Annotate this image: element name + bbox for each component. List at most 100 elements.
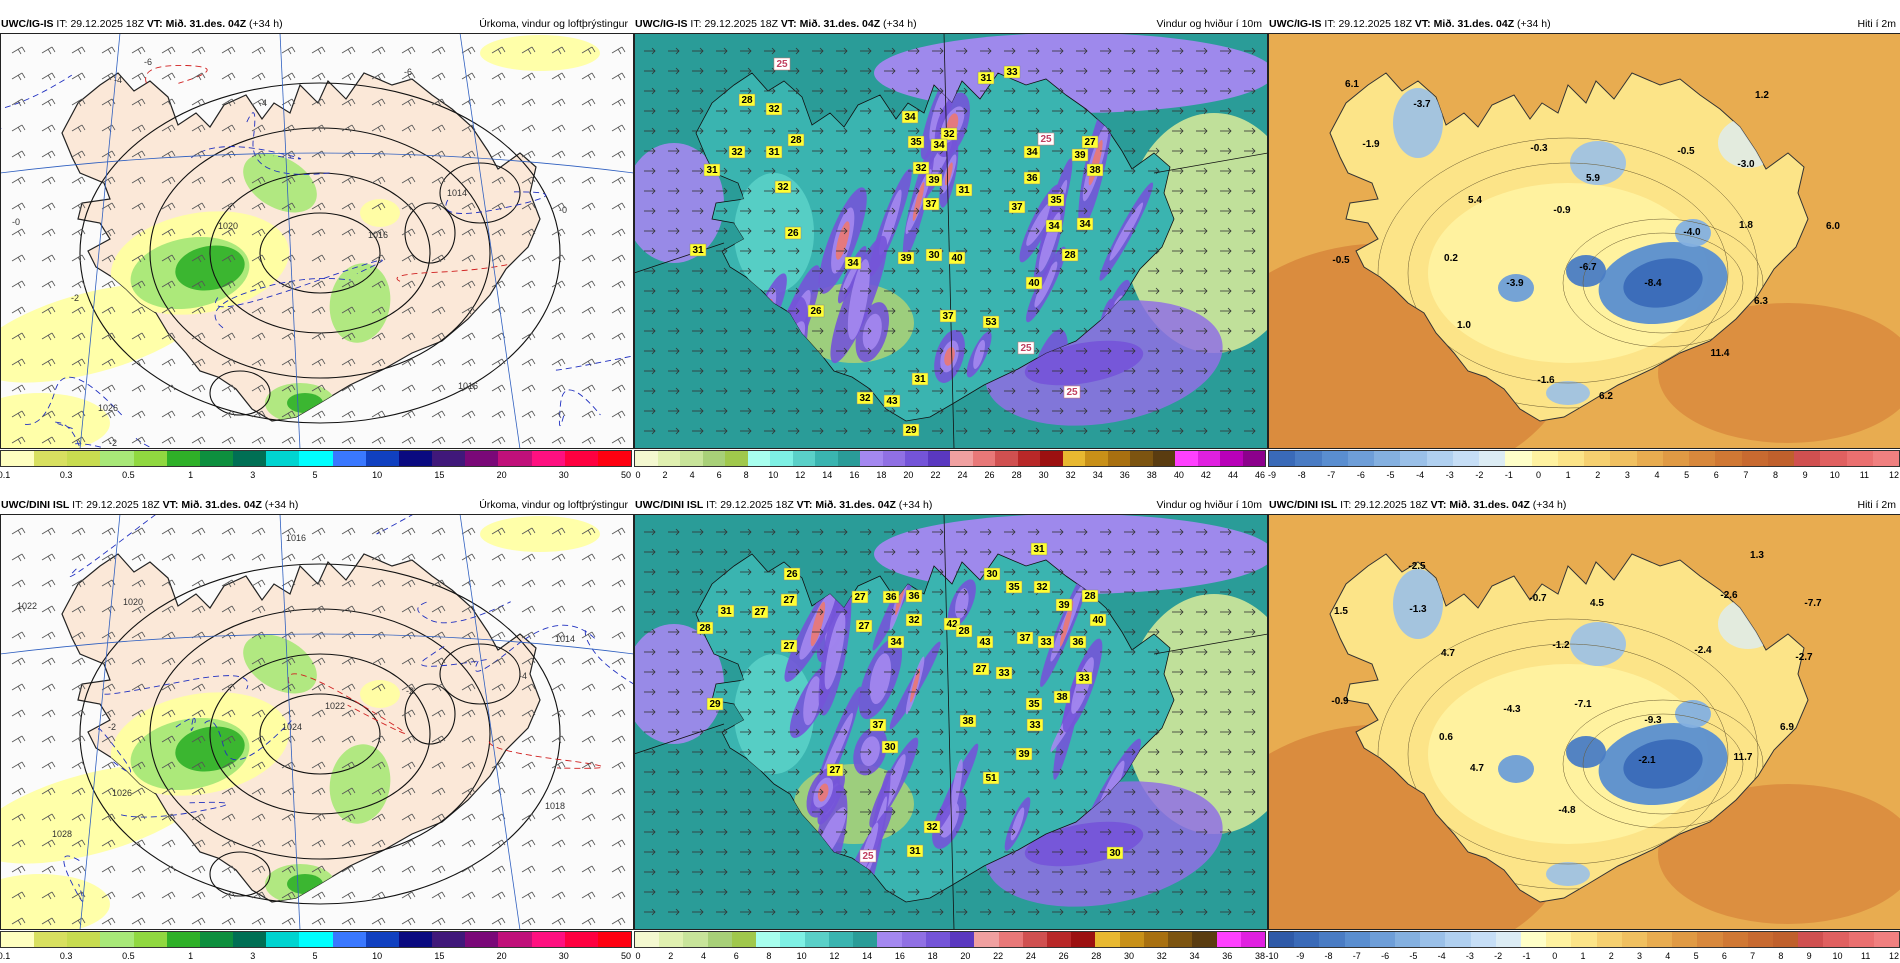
color-swatch xyxy=(1,932,35,947)
annotation-text: 31 xyxy=(980,73,992,84)
annotation-text: 38 xyxy=(1056,692,1068,703)
annotation-box xyxy=(780,593,798,607)
scale-tick-label: 18 xyxy=(876,470,887,480)
init-time-value: 29.12.2025 18Z xyxy=(86,499,160,511)
color-swatch xyxy=(432,932,466,947)
annotation-box xyxy=(925,173,943,187)
scale-tick-label: 10 xyxy=(796,951,807,961)
panel-header: UWC/IG-IS IT: 29.12.2025 18Z VT: Mið. 31… xyxy=(1268,16,1900,32)
annotation-text: 26 xyxy=(810,306,822,317)
value-annotation: 34 xyxy=(1023,145,1041,159)
color-swatch xyxy=(635,932,660,947)
value-annotation: 1026 xyxy=(98,403,118,413)
annotation-text: 51 xyxy=(985,773,997,784)
annotation-box xyxy=(703,163,721,177)
annotation-text: 30 xyxy=(928,250,940,261)
valid-time-label: VT: xyxy=(1430,499,1447,511)
scale-tick-label: 5 xyxy=(312,951,318,961)
color-swatch xyxy=(1636,451,1663,466)
color-swatch xyxy=(1395,932,1421,947)
color-swatch xyxy=(1470,932,1496,947)
valid-time-value: Mið. 31.des. 04Z xyxy=(181,499,262,511)
value-annotation: -0 xyxy=(559,205,567,215)
annotation-text: 25 xyxy=(1066,387,1078,398)
scale-tick-label: 10 xyxy=(372,951,383,961)
color-swatch xyxy=(974,932,999,947)
annotation-text: 0.6 xyxy=(1439,732,1453,743)
color-swatch xyxy=(1295,451,1322,466)
color-swatch xyxy=(498,932,532,947)
scale-tick-label: 28 xyxy=(1091,951,1102,961)
color-swatch xyxy=(1143,932,1169,947)
annotation-box xyxy=(1037,635,1055,649)
annotation-text: -1.6 xyxy=(1537,375,1555,386)
color-swatch xyxy=(564,451,598,466)
scale-tick-label: 9 xyxy=(1806,951,1812,961)
value-annotation: 39 xyxy=(925,173,943,187)
value-annotation: 36 xyxy=(882,590,900,604)
valid-time-label: VT: xyxy=(162,499,179,511)
color-swatch xyxy=(1168,932,1193,947)
color-swatch xyxy=(1426,451,1453,466)
color-swatch xyxy=(398,451,433,466)
scale-tick-label: -7 xyxy=(1327,470,1336,480)
annotation-text: 27 xyxy=(854,592,866,603)
value-annotation: 51 xyxy=(982,771,1000,785)
annotation-box xyxy=(859,849,877,863)
scale-tick-label: 22 xyxy=(930,470,941,480)
scale-tick-label: 8 xyxy=(1773,470,1779,480)
value-annotation: 1026 xyxy=(112,788,132,798)
value-annotation: -1.9 xyxy=(1362,139,1380,150)
scale-tick-label: 3 xyxy=(250,951,256,961)
scale-tick-label: 42 xyxy=(1200,470,1211,480)
annotation-box xyxy=(905,589,923,603)
value-annotation: 39 xyxy=(1055,598,1073,612)
init-time-label: IT: xyxy=(1340,499,1352,511)
value-annotation: 37 xyxy=(1016,631,1034,645)
value-annotation: 1016 xyxy=(458,381,478,391)
color-swatch xyxy=(707,932,732,947)
color-swatch xyxy=(657,451,680,466)
value-annotation: 11.7 xyxy=(1734,752,1753,763)
forecast-map: 31 33 28 32 34 32 28 27 35 34 34 39 32 31 38 31 32 39 36 32… xyxy=(634,33,1268,449)
annotation-text: 33 xyxy=(1078,673,1090,684)
annotation-text: 36 xyxy=(885,592,897,603)
annotation-text: 6.0 xyxy=(1826,221,1840,232)
color-swatch xyxy=(731,932,757,947)
annotation-text: 32 xyxy=(926,822,938,833)
color-swatch xyxy=(398,932,433,947)
scale-tick-label: 1 xyxy=(188,470,194,480)
annotation-text: 43 xyxy=(886,396,898,407)
scale-tick-label: 6 xyxy=(733,951,739,961)
annotation-box xyxy=(1075,671,1093,685)
scale-tick-label: 20 xyxy=(960,951,971,961)
scale-tick-label: 6 xyxy=(1713,470,1719,480)
value-annotation: -0.9 xyxy=(1331,696,1349,707)
scale-tick-label: 0 xyxy=(635,951,641,961)
color-swatch xyxy=(34,932,68,947)
color-swatch xyxy=(1495,932,1522,947)
annotation-box xyxy=(1033,580,1051,594)
color-scale-ticks: -9 -8 -7 -6 -5 -4 -3 -2 -1 0 1 2 3 4 5 6 7 8 9 10 11 12 xyxy=(1268,470,1900,480)
value-annotation: 32 xyxy=(912,161,930,175)
annotation-box xyxy=(906,844,924,858)
annotation-box xyxy=(976,635,994,649)
value-annotation: 30 xyxy=(983,567,1001,581)
color-swatch xyxy=(1040,451,1063,466)
value-annotation: 25 xyxy=(1037,132,1055,146)
scale-tick-label: 12 xyxy=(1888,470,1900,480)
annotation-text: -0.3 xyxy=(1530,143,1548,154)
value-annotation: 1.5 xyxy=(1334,606,1348,617)
map-panel-precip: UWC/DINI ISL IT: 29.12.2025 18Z VT: Mið.… xyxy=(0,497,634,963)
header-right: Vindur og hviður í 10m xyxy=(1157,497,1262,513)
value-annotation: 27 xyxy=(780,593,798,607)
color-swatch xyxy=(299,932,333,947)
annotation-text: 37 xyxy=(925,199,937,210)
value-annotation: 1020 xyxy=(123,597,143,607)
init-time-value: 29.12.2025 18Z xyxy=(1338,18,1412,30)
annotation-text: -2 xyxy=(406,686,414,696)
color-swatch xyxy=(1531,451,1558,466)
color-scale-swatches xyxy=(634,931,1266,948)
annotation-box xyxy=(1063,385,1081,399)
